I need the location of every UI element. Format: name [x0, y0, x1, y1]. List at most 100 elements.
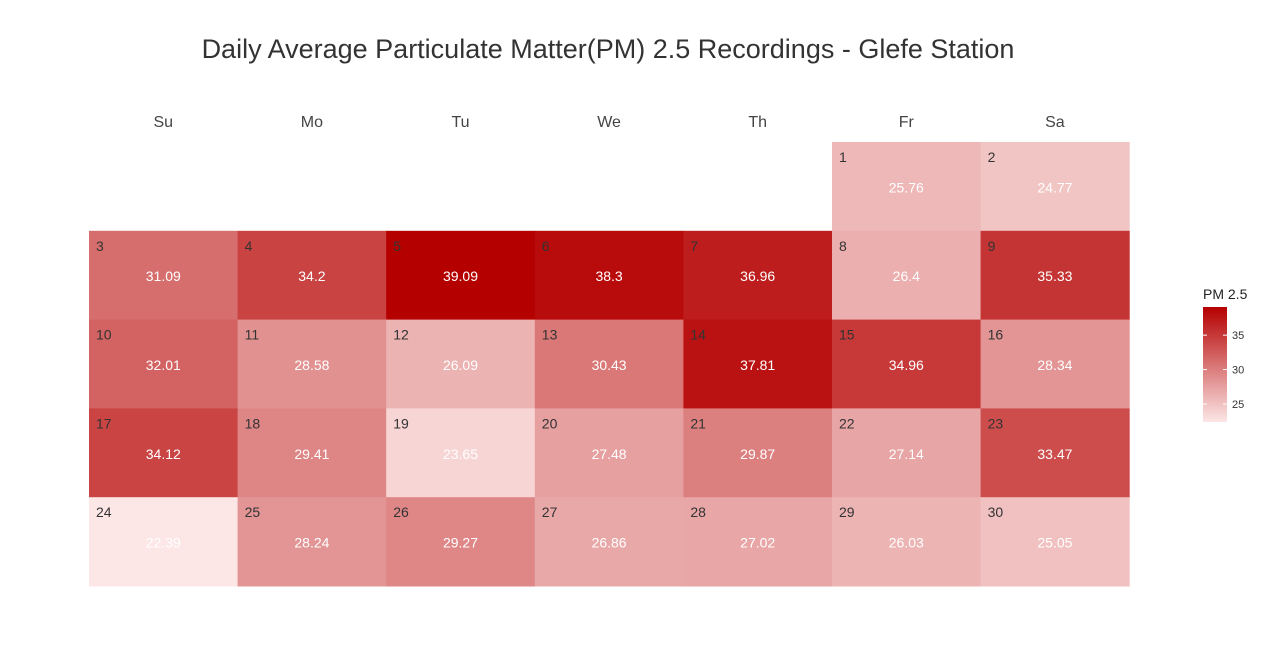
day-number: 24 — [96, 504, 112, 520]
heatmap-cell — [980, 319, 1130, 409]
heatmap-cell — [980, 497, 1130, 587]
weekday-label: We — [597, 114, 621, 131]
cell-value: 25.05 — [1037, 535, 1072, 551]
heatmap-cell — [683, 230, 833, 321]
cell-value: 34.96 — [889, 357, 924, 373]
day-number: 17 — [96, 415, 112, 431]
cell-value: 33.47 — [1037, 446, 1072, 462]
cell-value: 38.3 — [595, 268, 622, 284]
day-number: 22 — [839, 415, 855, 431]
weekday-label: Sa — [1045, 114, 1065, 131]
cell-value: 28.24 — [294, 535, 329, 551]
day-number: 14 — [690, 327, 706, 343]
heatmap-cell — [89, 319, 239, 409]
heatmap-cell — [832, 497, 982, 587]
cell-value: 26.09 — [443, 357, 478, 373]
chart-title: Daily Average Particulate Matter(PM) 2.5… — [202, 34, 1015, 64]
heatmap-cell — [683, 497, 833, 587]
day-number: 27 — [542, 504, 558, 520]
legend-tick-label: 30 — [1232, 365, 1244, 377]
cell-value: 24.77 — [1037, 179, 1072, 195]
cell-value: 36.96 — [740, 268, 775, 284]
heatmap-cell — [534, 319, 684, 409]
heatmap-cell — [534, 408, 684, 498]
cell-value: 27.02 — [740, 535, 775, 551]
cell-value: 28.34 — [1037, 357, 1072, 373]
legend-colorbar — [1203, 307, 1227, 422]
day-number: 21 — [690, 415, 706, 431]
day-number: 13 — [542, 327, 558, 343]
heatmap-cell — [237, 408, 387, 498]
heatmap-cell — [534, 497, 684, 587]
heatmap-cell — [980, 142, 1130, 232]
cell-value: 35.33 — [1037, 268, 1072, 284]
heatmap-cell — [89, 408, 239, 498]
cell-value: 29.27 — [443, 535, 478, 551]
day-number: 18 — [245, 415, 261, 431]
day-number: 5 — [393, 238, 401, 254]
heatmap-cell — [89, 230, 239, 321]
cell-value: 23.65 — [443, 446, 478, 462]
heatmap-cell — [237, 319, 387, 409]
cell-value: 31.09 — [146, 268, 181, 284]
day-number: 25 — [245, 504, 261, 520]
cell-value: 29.87 — [740, 446, 775, 462]
day-number: 16 — [988, 327, 1004, 343]
heatmap-cell — [832, 319, 982, 409]
day-number: 6 — [542, 238, 550, 254]
cell-value: 22.39 — [146, 535, 181, 551]
weekday-label: Mo — [301, 114, 323, 131]
day-number: 10 — [96, 327, 112, 343]
heatmap-cell — [980, 408, 1130, 498]
heatmap-cell — [386, 230, 536, 321]
day-number: 30 — [988, 504, 1004, 520]
heatmap-cell — [237, 497, 387, 587]
day-number: 8 — [839, 238, 847, 254]
heatmap-cell — [683, 408, 833, 498]
legend-title: PM 2.5 — [1203, 286, 1248, 302]
weekday-label: Th — [748, 114, 767, 131]
day-number: 15 — [839, 327, 855, 343]
day-number: 3 — [96, 238, 104, 254]
cell-value: 25.76 — [889, 179, 924, 195]
day-number: 2 — [988, 149, 996, 165]
cell-value: 28.58 — [294, 357, 329, 373]
weekday-label: Tu — [451, 114, 469, 131]
cell-value: 26.86 — [592, 535, 627, 551]
day-number: 4 — [245, 238, 253, 254]
cell-value: 27.14 — [889, 446, 924, 462]
cell-value: 39.09 — [443, 268, 478, 284]
heatmap-cell — [683, 319, 833, 409]
day-number: 11 — [245, 327, 260, 343]
heatmap-cell — [534, 230, 684, 321]
heatmap-cell — [386, 408, 536, 498]
weekday-label: Fr — [899, 114, 915, 131]
legend-tick-label: 25 — [1232, 399, 1244, 411]
day-number: 23 — [988, 415, 1004, 431]
color-legend: PM 2.5 25 30 35 — [1203, 286, 1248, 422]
cell-value: 34.2 — [298, 268, 325, 284]
legend-ticks: 25 30 35 — [1203, 330, 1244, 411]
cell-value: 29.41 — [294, 446, 329, 462]
day-number: 9 — [988, 238, 996, 254]
day-number: 26 — [393, 504, 409, 520]
weekday-headers: Su Mo Tu We Th Fr Sa — [154, 114, 1065, 131]
heatmap-cell — [980, 230, 1130, 321]
cell-value: 27.48 — [592, 446, 627, 462]
heatmap-cell — [832, 142, 982, 232]
heatmap-cells: 1 25.76 2 24.77 3 31.09 4 34.2 5 39.09 6 38.3 7 36.96… — [89, 142, 1130, 587]
cell-value: 30.43 — [592, 357, 627, 373]
heatmap-cell — [386, 319, 536, 409]
legend-tick-label: 35 — [1232, 330, 1244, 342]
day-number: 20 — [542, 415, 558, 431]
day-number: 7 — [690, 238, 698, 254]
heatmap-cell — [832, 230, 982, 321]
weekday-label: Su — [154, 114, 174, 131]
cell-value: 37.81 — [740, 357, 775, 373]
heatmap-cell — [386, 497, 536, 587]
day-number: 28 — [690, 504, 706, 520]
cell-value: 32.01 — [146, 357, 181, 373]
cell-value: 34.12 — [146, 446, 181, 462]
heatmap-cell — [237, 230, 387, 321]
